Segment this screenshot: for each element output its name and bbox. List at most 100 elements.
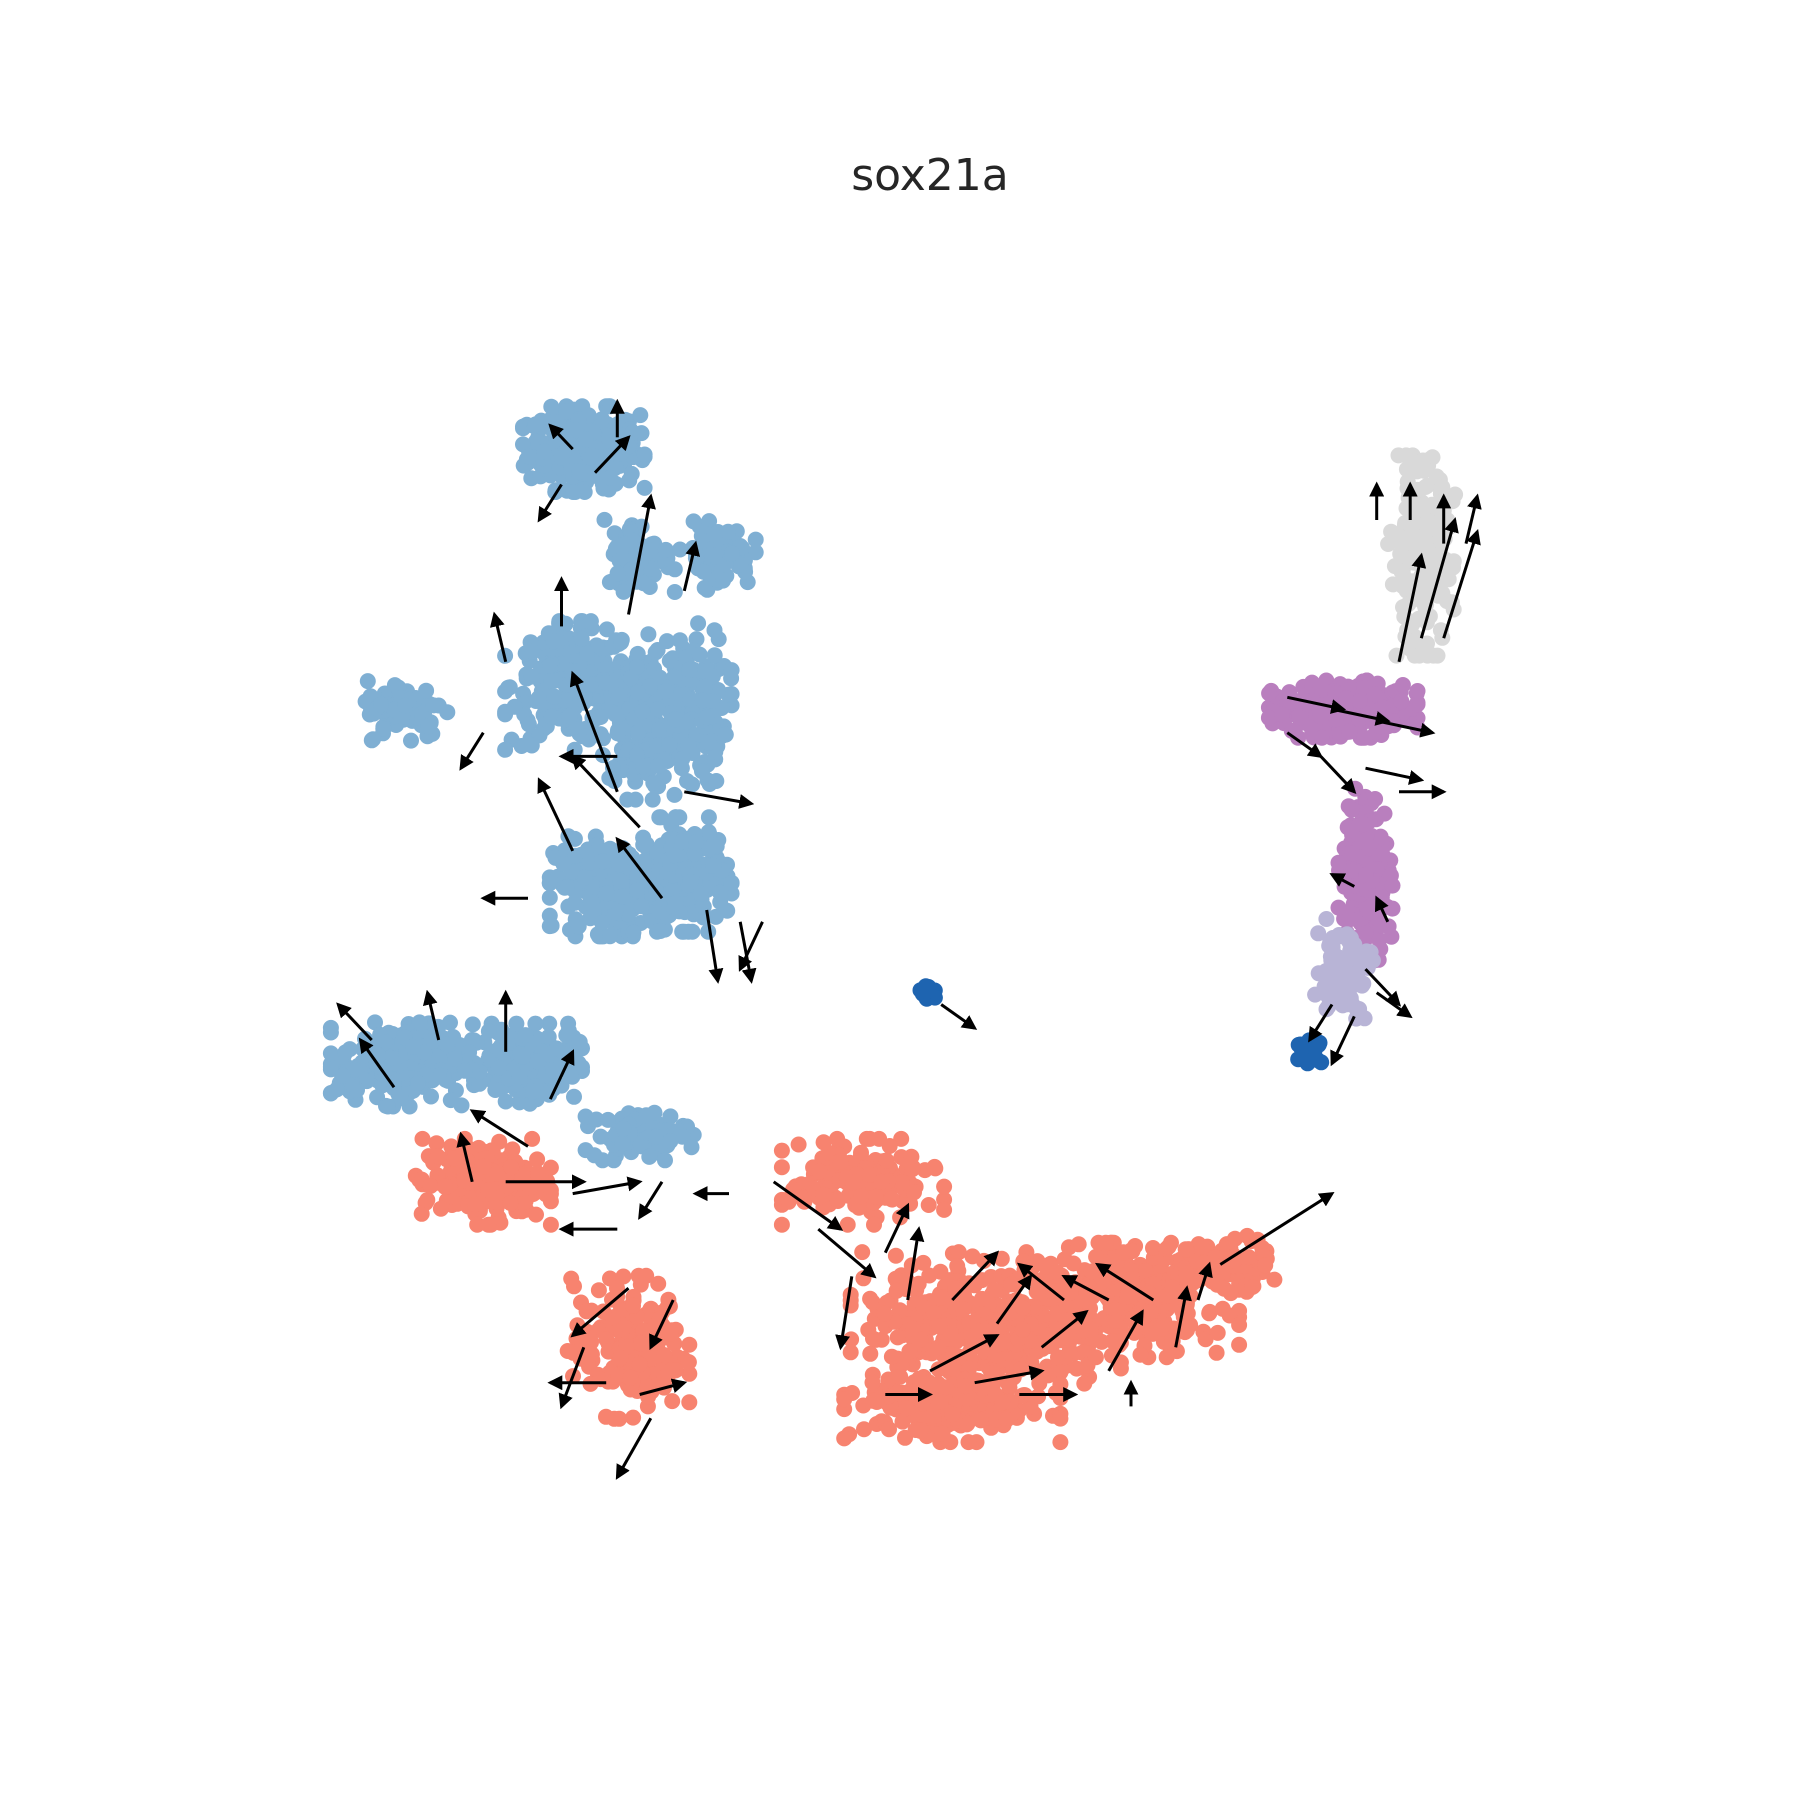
cell-point — [497, 683, 514, 700]
cell-point — [650, 903, 667, 920]
cell-point — [577, 869, 593, 886]
cell-point — [773, 1216, 790, 1233]
cell-point — [684, 776, 701, 793]
velocity-arrow — [537, 777, 575, 852]
velocity-arrow — [1219, 1191, 1335, 1266]
cell-point — [662, 1325, 679, 1342]
cell-point — [633, 898, 650, 915]
cell-point — [523, 737, 540, 754]
cell-point — [1313, 729, 1330, 746]
cell-point — [926, 1158, 943, 1175]
cell-point — [597, 674, 614, 691]
cell-point — [620, 438, 637, 455]
cell-point — [1339, 967, 1356, 984]
cell-point — [447, 1050, 463, 1067]
cell-point — [881, 1421, 897, 1438]
cell-point — [964, 1248, 981, 1265]
cell-point — [1082, 1321, 1099, 1338]
cell-point — [598, 885, 615, 902]
cell-point — [950, 1244, 967, 1261]
cell-point — [565, 484, 582, 500]
cell-point — [876, 1305, 893, 1322]
cell-point — [457, 1062, 473, 1079]
cell-point — [517, 1193, 534, 1210]
cell-point — [1330, 899, 1347, 916]
cell-point — [543, 398, 560, 415]
cell-point — [418, 682, 435, 699]
cell-point — [602, 398, 618, 415]
cell-point — [432, 1200, 449, 1217]
cell-point — [464, 1016, 481, 1033]
cell-point — [700, 809, 717, 826]
cell-point — [1142, 1303, 1159, 1320]
cell-point — [1414, 528, 1431, 545]
cell-point — [829, 1193, 846, 1209]
cell-point — [662, 1108, 679, 1125]
cell-point — [1052, 1410, 1069, 1427]
cell-point — [592, 1128, 609, 1145]
cell-point — [911, 1370, 927, 1387]
cell-point — [541, 657, 558, 674]
cell-point — [667, 895, 684, 912]
cell-point — [706, 526, 723, 543]
cell-point — [1409, 683, 1426, 699]
cell-point — [661, 736, 678, 753]
cell-point — [1076, 1375, 1093, 1392]
cell-point — [707, 837, 724, 854]
cell-point — [642, 542, 659, 559]
cell-point — [649, 642, 666, 658]
cell-point — [529, 1164, 546, 1181]
velocity-arrow — [572, 1176, 643, 1196]
cell-point — [528, 1206, 544, 1223]
cell-point — [328, 1081, 345, 1098]
cell-point — [615, 583, 632, 600]
cell-point — [1338, 690, 1355, 707]
cell-point — [508, 1015, 525, 1032]
cell-point — [525, 1083, 541, 1100]
cell-point — [936, 1178, 953, 1195]
cell-point — [1209, 1324, 1226, 1341]
cell-point — [906, 1184, 922, 1201]
cell-point — [931, 1318, 948, 1335]
cell-point — [842, 1344, 859, 1361]
cell-point — [651, 809, 668, 826]
cell-point — [671, 632, 688, 649]
cell-point — [423, 1088, 439, 1105]
cell-point — [1312, 708, 1329, 725]
cell-point — [864, 1294, 881, 1311]
cell-point — [497, 741, 514, 758]
cell-point — [944, 1406, 961, 1423]
cell-point — [1052, 1434, 1069, 1451]
velocity-arrow — [940, 1003, 978, 1030]
cell-point — [411, 1014, 428, 1031]
cell-point — [641, 579, 658, 595]
cell-point — [570, 918, 587, 935]
cell-point — [883, 1348, 900, 1365]
cell-point — [650, 1275, 667, 1292]
cell-point — [666, 847, 683, 864]
cell-point — [1261, 685, 1278, 702]
cell-point — [520, 448, 537, 465]
cell-point — [1216, 1280, 1233, 1297]
cell-point — [887, 1247, 904, 1264]
cell-point — [609, 725, 626, 742]
cell-point — [492, 1214, 509, 1231]
cell-point — [866, 1216, 882, 1233]
cell-point — [1177, 1241, 1194, 1258]
cell-point — [419, 1192, 436, 1208]
cell-point — [604, 1291, 620, 1308]
cell-point — [502, 1195, 519, 1212]
velocity-arrow — [615, 1417, 653, 1480]
velocity-arrow — [1319, 755, 1357, 794]
cell-point — [723, 686, 740, 702]
cell-point — [442, 1092, 459, 1109]
cell-point — [698, 709, 715, 726]
cell-point — [1376, 805, 1393, 822]
cell-point — [367, 1014, 383, 1031]
cell-point — [644, 791, 661, 808]
cell-point — [571, 1033, 588, 1050]
cell-point — [566, 1088, 582, 1105]
cell-point — [1049, 1264, 1066, 1281]
cell-point — [635, 758, 652, 775]
cell-point — [337, 1044, 354, 1061]
